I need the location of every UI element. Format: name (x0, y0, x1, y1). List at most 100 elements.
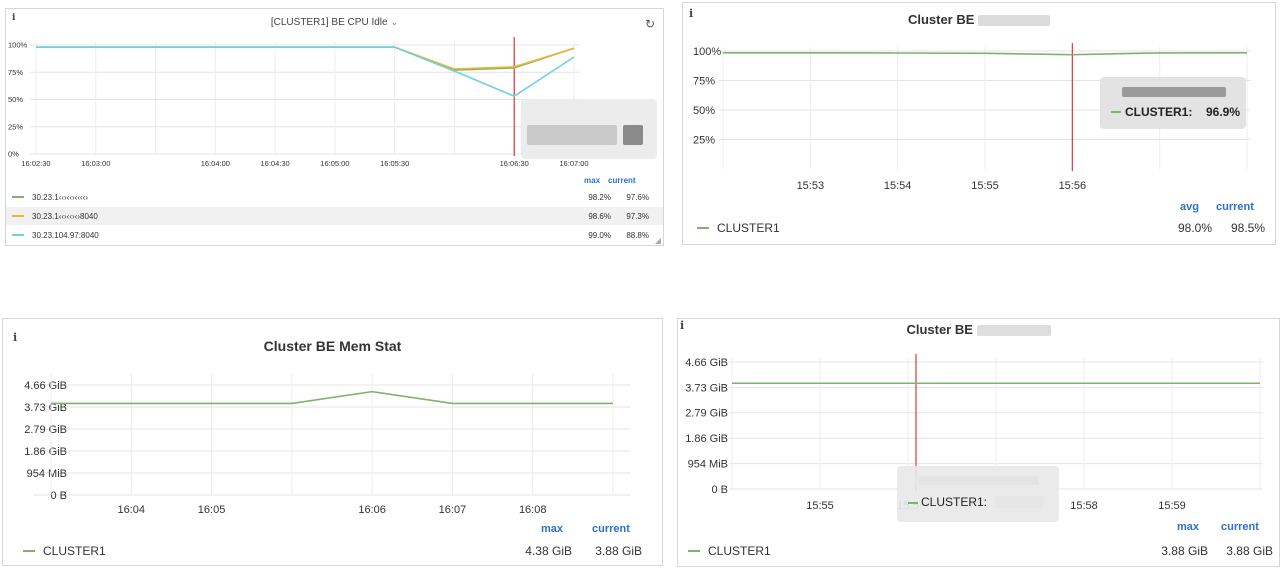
chevron-down-icon[interactable]: ⌄ (390, 17, 399, 27)
resize-handle-icon[interactable]: ◢ (654, 236, 661, 245)
legend-value-current: 97.3% (626, 211, 649, 221)
legend-value-current: 3.88 GiB (1226, 544, 1273, 558)
tooltip-blurred-block (919, 476, 1039, 485)
legend-header-current[interactable]: current (592, 523, 630, 535)
info-icon[interactable]: i (680, 319, 685, 332)
legend-header-max[interactable]: max (584, 176, 601, 185)
legend-item[interactable]: 30.23.1‹‹›‹‹›‹›8040 98.6% 97.3% (6, 207, 663, 225)
tooltip-blurred (521, 99, 657, 159)
y-tick-label: 75% (693, 75, 715, 87)
legend-value-current: 88.8% (626, 230, 649, 240)
tooltip-swatch (908, 502, 918, 504)
y-tick-label: 1.86 GiB (685, 433, 728, 445)
refresh-icon[interactable]: ↻ (644, 17, 655, 31)
panel-cluster-be-bottom: i Cluster BE 0 B 954 MiB 1.86 GiB 2.79 GiB 3… (677, 318, 1280, 567)
tooltip-blurred-block (995, 496, 1043, 508)
x-tick-label: 16:06 (358, 504, 386, 516)
legend-series-name: 30.23.1‹‹›‹‹›‹‹‹‹› (32, 192, 88, 202)
y-tick-label: 1.86 GiB (24, 446, 67, 458)
legend-item[interactable]: CLUSTER1 4.38 GiB 3.88 GiB (3, 542, 662, 560)
legend-value-current: 98.5% (1230, 221, 1265, 235)
legend-value-max: 99.0% (588, 230, 611, 240)
y-tick-label: 100% (8, 41, 28, 50)
x-tick-label: 16:07:00 (559, 159, 588, 168)
chart-tooltip: CLUSTER1: (897, 466, 1059, 522)
y-tick-label: 0% (8, 150, 19, 159)
y-tick-label: 2.79 GiB (685, 408, 728, 420)
x-tick-label: 16:05 (198, 504, 226, 516)
x-tick-label: 15:59 (1158, 500, 1186, 512)
info-icon[interactable]: i (12, 13, 16, 23)
x-tick-label: 15:55 (971, 180, 999, 192)
tooltip-value: 96.9% (1206, 105, 1241, 119)
legend-series-name: CLUSTER1 (717, 221, 780, 235)
legend-item[interactable]: 30.23.1‹‹›‹‹›‹‹‹‹› 98.2% 97.6% (6, 188, 663, 206)
panel-title[interactable]: Cluster BE (678, 322, 1279, 337)
legend-series-name: CLUSTER1 (708, 544, 771, 558)
info-icon[interactable]: i (13, 331, 18, 344)
series-line (36, 46, 575, 71)
legend-value-max: 3.88 GiB (1161, 544, 1208, 558)
legend-header-current[interactable]: current (1221, 521, 1259, 533)
x-tick-label: 16:03:00 (81, 159, 110, 168)
legend-header-avg[interactable]: avg (1180, 201, 1199, 213)
legend-header-max[interactable]: max (541, 523, 564, 535)
x-tick-label: 16:05:30 (380, 159, 409, 168)
legend-value-current: 97.6% (626, 192, 649, 202)
panel-cpu-idle: i [CLUSTER1] BE CPU Idle ⌄ ↻ 0% 25% 50% 75% 1… (5, 8, 664, 246)
x-tick-label: 16:07 (439, 504, 467, 516)
y-tick-label: 954 MiB (27, 468, 67, 480)
y-tick-label: 50% (693, 105, 715, 117)
legend-value-current: 3.88 GiB (595, 544, 642, 558)
panel-mem-stat: i Cluster BE Mem Stat 0 B 954 MiB 1.86 GiB… (2, 318, 663, 566)
y-tick-label: 954 MiB (688, 458, 728, 470)
tooltip-blurred-block (527, 125, 617, 145)
chart-tooltip: CLUSTER1: 96.9% (1100, 77, 1246, 129)
x-tick-label: 16:06:30 (500, 159, 529, 168)
legend-value-max: 98.2% (588, 192, 611, 202)
y-tick-label: 75% (8, 68, 23, 77)
legend-item[interactable]: CLUSTER1 3.88 GiB 3.88 GiB (678, 542, 1279, 560)
x-tick-label: 16:02:30 (21, 159, 50, 168)
series-line (36, 46, 575, 70)
panel-title[interactable]: Cluster BE (683, 12, 1275, 27)
legend-value-avg: 98.0% (1177, 221, 1212, 235)
panel-title-text: Cluster BE (906, 322, 973, 337)
panel-title[interactable]: Cluster BE Mem Stat (3, 338, 662, 354)
legend-header-current[interactable]: current (1216, 201, 1254, 213)
x-tick-label: 16:04:00 (201, 159, 230, 168)
tooltip-swatch (1111, 111, 1121, 113)
x-tick-label: 15:56 (1059, 180, 1087, 192)
panel-title-text: Cluster BE (907, 12, 975, 27)
legend-item[interactable]: 30.23.104.97:8040 99.0% 88.8% (6, 226, 663, 244)
info-icon[interactable]: i (689, 7, 694, 20)
panel-title[interactable]: [CLUSTER1] BE CPU Idle ⌄ (6, 17, 663, 28)
y-tick-label: 3.73 GiB (24, 402, 67, 414)
mem-stat-chart: 0 B 954 MiB 1.86 GiB 2.79 GiB 3.73 GiB 4.66 G… (24, 373, 631, 516)
y-tick-label: 100% (693, 46, 721, 58)
legend-item[interactable]: CLUSTER1 98.0% 98.5% (683, 219, 1275, 237)
x-tick-label: 16:05:00 (320, 159, 349, 168)
legend-swatch (12, 196, 24, 198)
y-tick-label: 25% (8, 122, 23, 131)
y-tick-label: 4.66 GiB (24, 380, 67, 392)
legend-swatch (12, 215, 24, 217)
x-tick-label: 15:55 (806, 500, 834, 512)
legend-swatch (697, 227, 709, 229)
legend-series-name: 30.23.1‹‹›‹‹›‹›8040 (32, 211, 98, 221)
legend-swatch (688, 550, 700, 552)
legend-value-max: 4.38 GiB (525, 544, 572, 558)
y-tick-label: 25% (693, 134, 715, 146)
legend-header-max[interactable]: max (1177, 521, 1200, 533)
legend-value-max: 98.6% (588, 211, 611, 221)
x-tick-label: 15:58 (1070, 500, 1098, 512)
legend-header-current[interactable]: current (608, 176, 636, 185)
legend-series-name: 30.23.104.97:8040 (32, 230, 99, 240)
y-tick-label: 50% (8, 95, 23, 104)
panel-cluster-be-top: i Cluster BE 25% 50% 75% 100% 15:53 15:54 15:5… (682, 2, 1276, 245)
cpu-idle-chart: 0% 25% 50% 75% 100% 16:02:30 16:03:00 16:04:00 1… (8, 37, 589, 168)
series-line (723, 51, 1248, 56)
tooltip-blurred-block (623, 125, 643, 145)
series-line (36, 46, 575, 98)
y-tick-label: 0 B (711, 484, 728, 496)
